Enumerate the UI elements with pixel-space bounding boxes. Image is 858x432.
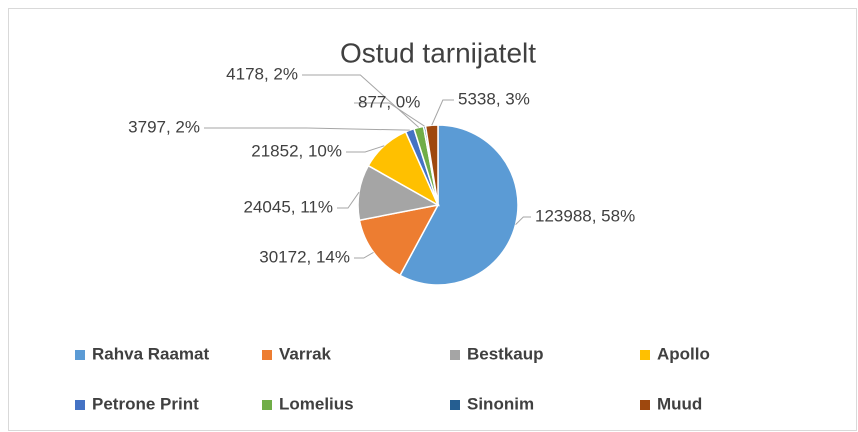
leader-line: [346, 145, 385, 153]
leader-line: [515, 216, 531, 225]
data-label: 877, 0%: [358, 92, 420, 111]
legend-swatch: [262, 400, 272, 410]
legend-swatch: [640, 400, 650, 410]
legend-label: Rahva Raamat: [92, 344, 210, 363]
legend-label: Apollo: [657, 344, 710, 363]
leader-line: [354, 251, 374, 259]
data-label: 4178, 2%: [226, 64, 298, 83]
data-label: 3797, 2%: [128, 117, 200, 136]
legend-label: Petrone Print: [92, 394, 199, 413]
leader-line: [337, 191, 360, 209]
leader-line: [354, 102, 425, 127]
legend-swatch: [75, 350, 85, 360]
data-label: 24045, 11%: [244, 197, 333, 216]
leader-line: [431, 99, 454, 126]
data-label: 30172, 14%: [259, 247, 350, 266]
chart-title: Ostud tarnijatelt: [340, 37, 536, 68]
data-label: 123988, 58%: [535, 206, 635, 225]
legend-swatch: [450, 350, 460, 360]
legend-swatch: [75, 400, 85, 410]
legend-label: Sinonim: [467, 394, 534, 413]
legend-swatch: [262, 350, 272, 360]
legend-label: Lomelius: [279, 394, 354, 413]
legend-label: Varrak: [279, 344, 332, 363]
data-label: 5338, 3%: [458, 89, 530, 108]
pie-slice: [358, 203, 440, 277]
data-label: 21852, 10%: [251, 141, 342, 160]
legend-label: Bestkaup: [467, 344, 544, 363]
leader-line: [204, 127, 410, 131]
legend-label: Muud: [657, 394, 702, 413]
legend-swatch: [450, 400, 460, 410]
legend-swatch: [640, 350, 650, 360]
